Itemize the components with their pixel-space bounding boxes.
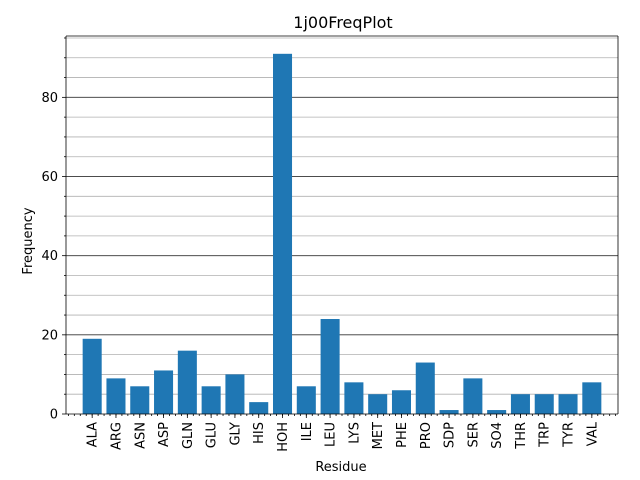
bar-so4	[487, 410, 507, 414]
y-tick-label: 40	[41, 249, 58, 264]
x-ticks: ALA ARG ASN ASP GLN GLU GLY HIS HOH ILE LEU LYS MET P…	[67, 414, 617, 452]
x-tick-label: ILE	[300, 422, 315, 441]
bar-his	[249, 402, 269, 414]
x-tick-label: VAL	[585, 421, 600, 446]
bar-ser	[463, 378, 483, 414]
bar-trp	[534, 394, 554, 414]
bar-asp	[154, 370, 174, 414]
chart-title: 1j00FreqPlot	[293, 13, 392, 32]
bar-ile	[296, 386, 316, 414]
bar-pro	[415, 362, 435, 414]
y-tick-label: 60	[41, 170, 58, 185]
x-tick-label: GLU	[205, 422, 220, 448]
bar-glu	[201, 386, 221, 414]
bar-tyr	[558, 394, 578, 414]
bar-phe	[391, 390, 411, 414]
bar-arg	[106, 378, 126, 414]
bar-thr	[510, 394, 530, 414]
bar-gln	[177, 350, 197, 414]
x-tick-label: PHE	[395, 422, 410, 448]
x-tick-label: PRO	[419, 422, 434, 449]
bar-sdp	[439, 410, 459, 414]
y-axis-label: Frequency	[21, 207, 36, 274]
x-tick-label: HOH	[276, 422, 291, 452]
x-tick-label: LYS	[347, 422, 362, 444]
bars	[82, 53, 602, 414]
x-tick-label: SER	[466, 422, 481, 448]
bar-met	[368, 394, 388, 414]
x-tick-label: GLN	[181, 422, 196, 449]
bar-ala	[82, 338, 102, 414]
x-tick-label: ARG	[109, 422, 124, 450]
y-ticks: 0 20 40 60 80	[41, 37, 66, 423]
bar-lys	[344, 382, 364, 414]
y-tick-label: 80	[41, 91, 58, 106]
x-tick-label: ASN	[133, 422, 148, 449]
x-tick-label: SO4	[490, 422, 505, 449]
x-axis-label: Residue	[315, 460, 366, 475]
x-tick-label: HIS	[252, 422, 267, 444]
x-tick-label: SDP	[443, 422, 458, 448]
bar-leu	[320, 319, 340, 414]
x-tick-label: ASP	[157, 422, 172, 447]
bar-val	[582, 382, 602, 414]
bar-hoh	[273, 53, 293, 414]
x-tick-label: LEU	[324, 422, 339, 447]
axes	[65, 35, 619, 415]
y-tick-label: 0	[50, 408, 58, 423]
x-tick-label: MET	[371, 422, 386, 449]
x-tick-label: TYR	[562, 422, 577, 448]
y-tick-label: 20	[41, 328, 58, 343]
bar-gly	[225, 374, 245, 414]
grid-lines	[66, 37, 618, 395]
x-tick-label: GLY	[228, 422, 243, 446]
x-tick-label: ALA	[86, 422, 101, 447]
x-tick-label: TRP	[538, 422, 553, 448]
bar-asn	[130, 386, 150, 414]
x-tick-label: THR	[514, 422, 529, 450]
